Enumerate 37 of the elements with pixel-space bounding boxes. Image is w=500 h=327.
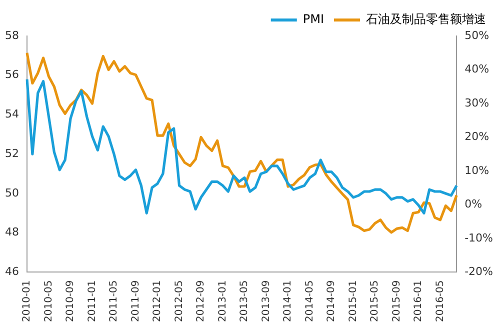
x-tick-label: 2012-01: [152, 280, 164, 322]
x-tick-label: 2011-01: [86, 280, 98, 322]
x-tick-label: 2015-01: [348, 280, 359, 322]
x-tick-label: 2010-05: [43, 280, 54, 322]
x-tick-label: 2013-05: [239, 280, 250, 322]
x-tick-label: 2013-09: [260, 280, 272, 322]
x-tick-label: 2015-09: [391, 280, 402, 322]
y-tick-label: 56: [4, 68, 19, 82]
x-tick-label: 2014-09: [326, 280, 338, 322]
x-tick-label: 2010-09: [65, 280, 76, 322]
legend-label: 石油及制品零售额增速: [366, 12, 486, 26]
x-tick-label: 2012-09: [196, 280, 207, 322]
y2-tick-label: 30%: [464, 96, 490, 110]
legend-label: PMI: [302, 12, 324, 26]
y-tick-label: 58: [4, 28, 19, 42]
y2-tick-label: 20%: [464, 130, 490, 144]
y2-tick-label: -10%: [464, 231, 494, 244]
y2-tick-label: 40%: [464, 62, 490, 76]
y-tick-label: 46: [4, 265, 19, 278]
y2-tick-label: 10%: [464, 164, 490, 177]
x-tick-label: 2015-05: [370, 280, 381, 322]
x-tick-label: 2014-01: [282, 280, 294, 322]
x-tick-label: 2010-01: [22, 280, 33, 322]
x-tick-label: 2014-05: [304, 280, 316, 322]
x-tick-label: 2013-01: [217, 280, 228, 322]
x-tick-label: 2016-01: [413, 280, 424, 322]
y2-tick-label: 0%: [464, 198, 482, 211]
y-tick-label: 50: [4, 186, 19, 200]
x-tick-label: 2011-09: [130, 280, 142, 322]
x-tick-label: 2011-05: [108, 280, 120, 322]
y2-tick-label: -20%: [464, 265, 494, 278]
y2-tick-label: 50%: [464, 28, 490, 42]
y-tick-label: 48: [4, 226, 19, 239]
y-tick-label: 52: [4, 146, 19, 160]
y-tick-label: 54: [4, 108, 19, 121]
x-tick-label: 2016-05: [434, 280, 446, 322]
x-tick-label: 2012-05: [174, 280, 185, 322]
